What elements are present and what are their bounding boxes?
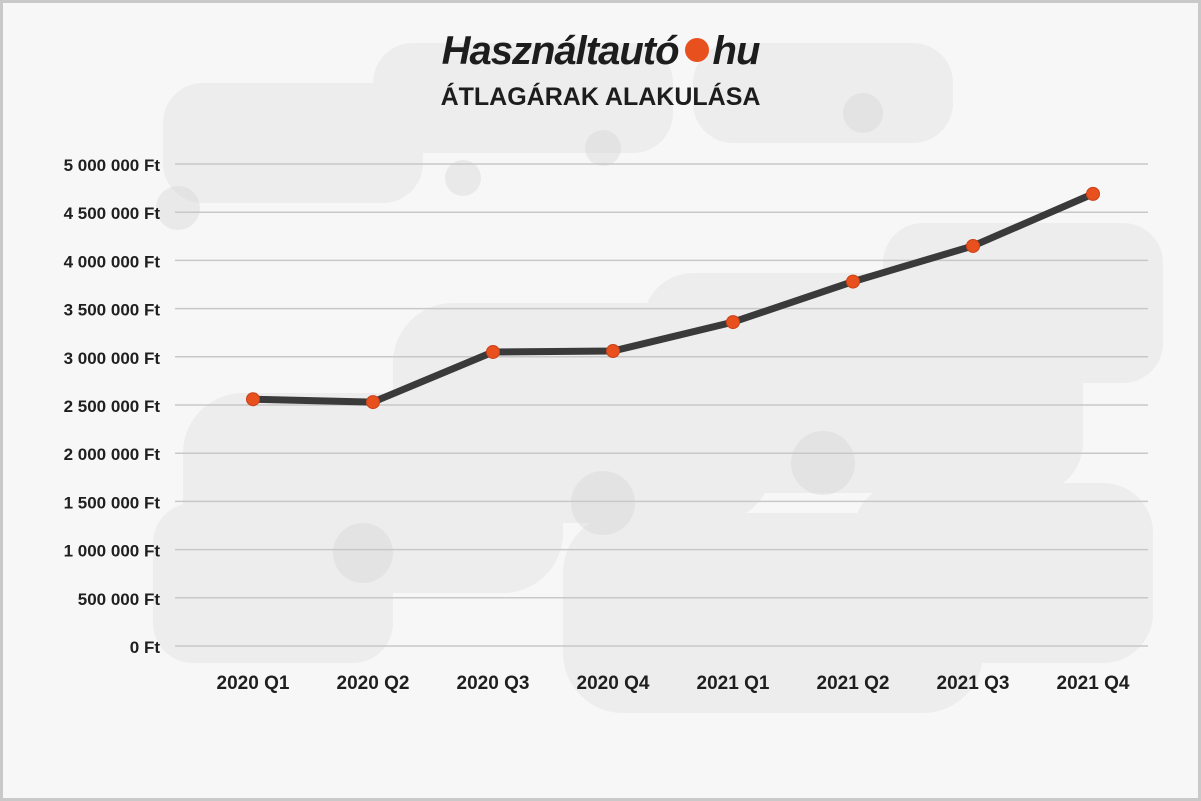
x-tick-label: 2021 Q1 (697, 673, 770, 694)
y-tick-label: 0 Ft (130, 638, 161, 657)
x-tick-label: 2021 Q4 (1057, 673, 1130, 694)
y-tick-label: 1 000 000 Ft (64, 542, 161, 561)
chart-title: ÁTLAGÁRAK ALAKULÁSA (440, 83, 761, 111)
y-tick-label: 4 000 000 Ft (64, 252, 161, 271)
data-point (726, 315, 740, 330)
x-tick-label: 2021 Q3 (937, 673, 1010, 694)
y-tick-label: 5 000 000 Ft (64, 156, 161, 175)
data-point (966, 238, 980, 253)
y-tick-label: 2 000 000 Ft (64, 445, 161, 464)
data-point (366, 395, 380, 410)
data-point (246, 392, 260, 407)
y-tick-label: 2 500 000 Ft (64, 397, 161, 416)
x-tick-label: 2020 Q3 (457, 673, 530, 694)
data-point (606, 344, 620, 359)
series-line (249, 190, 1097, 406)
brand-name-part1: Használtautó (441, 29, 680, 73)
y-tick-label: 4 500 000 Ft (64, 204, 161, 223)
data-point (486, 344, 500, 359)
parking-lot-background-image (3, 3, 1198, 798)
brand-dot-icon (684, 38, 709, 63)
x-tick-label: 2020 Q4 (577, 673, 650, 694)
y-tick-label: 1 500 000 Ft (64, 493, 161, 512)
x-tick-label: 2020 Q2 (337, 673, 410, 694)
y-tick-label: 500 000 Ft (78, 590, 161, 609)
data-point (846, 274, 860, 289)
x-tick-label: 2020 Q1 (217, 673, 290, 694)
y-tick-label: 3 000 000 Ft (64, 349, 161, 368)
x-tick-label: 2021 Q2 (817, 673, 890, 694)
data-point (1086, 186, 1100, 201)
line-chart: 0 Ft 500 000 Ft 1 000 000 Ft 1 500 000 Ft 2 … (64, 156, 1148, 694)
brand-name-part2: hu (712, 29, 761, 73)
brand-logo: Használtautó hu (3, 29, 1198, 74)
y-tick-label: 3 500 000 Ft (64, 301, 161, 320)
